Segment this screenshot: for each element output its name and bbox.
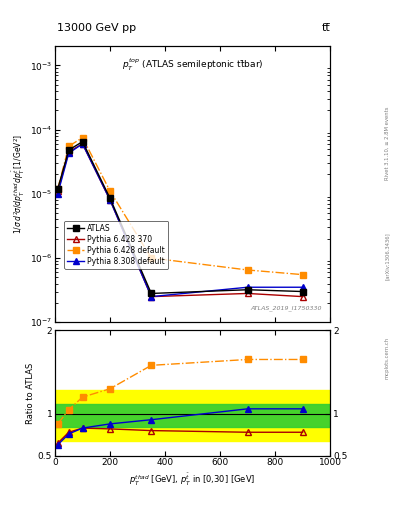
Pythia 8.308 default xyxy=(55,190,60,197)
Pythia 6.428 370 xyxy=(245,290,250,296)
Text: $p_T^{top}$ (ATLAS semileptonic tt̄bar): $p_T^{top}$ (ATLAS semileptonic tt̄bar) xyxy=(122,57,263,73)
X-axis label: $p_T^{thad}$ [GeV], $p_T^{\bar{t}}$ in [0,30] [GeV]: $p_T^{thad}$ [GeV], $p_T^{\bar{t}}$ in [… xyxy=(129,472,256,488)
ATLAS xyxy=(55,186,60,192)
Legend: ATLAS, Pythia 6.428 370, Pythia 6.428 default, Pythia 8.308 default: ATLAS, Pythia 6.428 370, Pythia 6.428 de… xyxy=(64,221,168,269)
Line: Pythia 6.428 default: Pythia 6.428 default xyxy=(55,135,306,278)
ATLAS xyxy=(149,290,154,296)
Pythia 6.428 default xyxy=(108,188,112,194)
ATLAS xyxy=(80,139,85,145)
Pythia 6.428 default xyxy=(149,255,154,261)
Pythia 6.428 370 xyxy=(108,197,112,203)
Pythia 6.428 default xyxy=(55,186,60,192)
Text: Rivet 3.1.10, ≥ 2.8M events: Rivet 3.1.10, ≥ 2.8M events xyxy=(385,106,389,180)
Pythia 6.428 370 xyxy=(300,293,305,300)
Pythia 8.308 default xyxy=(149,293,154,300)
Pythia 8.308 default xyxy=(300,284,305,290)
Text: [arXiv:1306.3436]: [arXiv:1306.3436] xyxy=(385,232,389,280)
Line: Pythia 8.308 default: Pythia 8.308 default xyxy=(55,141,306,300)
Y-axis label: $1/\sigma\,d^2\!\sigma/dp_T^{thad}dp_T^{\bar{t}}\,[1/\mathrm{GeV}^2]$: $1/\sigma\,d^2\!\sigma/dp_T^{thad}dp_T^{… xyxy=(11,134,27,234)
Line: Pythia 6.428 370: Pythia 6.428 370 xyxy=(55,141,306,300)
ATLAS xyxy=(300,288,305,294)
ATLAS xyxy=(66,147,71,153)
ATLAS xyxy=(108,195,112,201)
ATLAS xyxy=(245,287,250,293)
Text: ATLAS_2019_I1750330: ATLAS_2019_I1750330 xyxy=(250,306,322,311)
Pythia 6.428 default xyxy=(80,135,85,141)
Line: ATLAS: ATLAS xyxy=(55,138,306,296)
Pythia 6.428 370 xyxy=(55,188,60,194)
Pythia 8.308 default xyxy=(66,150,71,156)
Text: 13000 GeV pp: 13000 GeV pp xyxy=(57,23,136,33)
Pythia 6.428 default xyxy=(245,267,250,273)
Pythia 6.428 370 xyxy=(80,141,85,147)
Pythia 6.428 default xyxy=(300,271,305,278)
Text: tt̅: tt̅ xyxy=(321,23,330,33)
Pythia 8.308 default xyxy=(80,141,85,147)
Pythia 6.428 370 xyxy=(149,293,154,300)
Pythia 6.428 default xyxy=(66,143,71,150)
Pythia 6.428 370 xyxy=(66,149,71,155)
Y-axis label: Ratio to ATLAS: Ratio to ATLAS xyxy=(26,362,35,423)
Pythia 8.308 default xyxy=(108,197,112,203)
Pythia 8.308 default xyxy=(245,284,250,290)
Text: mcplots.cern.ch: mcplots.cern.ch xyxy=(385,337,389,379)
